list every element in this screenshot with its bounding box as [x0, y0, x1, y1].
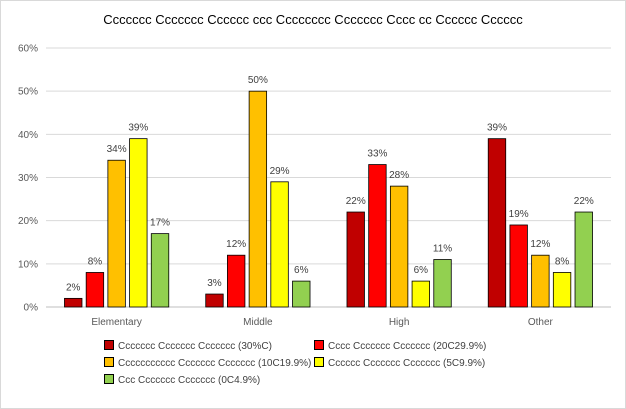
data-label: 39%: [487, 123, 507, 134]
bar: [292, 280, 311, 308]
legend-item: Cccc Ccccccc Ccccccc (20C29.9%): [314, 339, 486, 355]
y-tick-label: 20%: [18, 216, 38, 227]
legend-label: Cccc Ccccccc Ccccccc (20C29.9%): [328, 341, 487, 352]
x-tick-label: Middle: [243, 317, 273, 328]
legend-item: Ccccccc Ccccccc Ccccccc (30%C): [104, 339, 272, 355]
bar: [129, 138, 148, 308]
data-label: 29%: [270, 166, 290, 177]
bar: [574, 211, 593, 308]
bar: [107, 159, 126, 308]
bar: [248, 90, 268, 308]
data-label: 12%: [226, 239, 246, 250]
data-label: 34%: [107, 144, 127, 155]
bar: [368, 164, 387, 308]
bar: [411, 280, 430, 308]
legend-label: Cccccc Ccccccc Ccccccc (5C9.9%): [328, 358, 486, 369]
data-label: 28%: [389, 170, 409, 181]
data-label: 22%: [346, 196, 366, 207]
bar: [531, 254, 550, 308]
bar: [270, 181, 289, 308]
bar: [227, 254, 246, 308]
y-tick-label: 60%: [18, 44, 38, 55]
data-label: 33%: [367, 149, 387, 160]
y-tick-label: 30%: [18, 173, 38, 184]
legend-item: Ccccccccccc Ccccccc Ccccccc (10C19.9%): [104, 356, 311, 372]
data-label: 2%: [66, 282, 81, 293]
x-tick-label: Elementary: [91, 317, 142, 328]
y-tick-label: 10%: [18, 259, 38, 270]
legend-item: Cccccc Ccccccc Ccccccc (5C9.9%): [314, 356, 485, 372]
data-label: 17%: [150, 218, 170, 229]
data-label: 39%: [128, 123, 148, 134]
data-label: 50%: [248, 75, 268, 86]
data-label: 11%: [433, 244, 452, 255]
bar: [150, 233, 170, 308]
legend-label: Ccccccc Ccccccc Ccccccc (30%C): [118, 341, 272, 352]
bar: [205, 293, 224, 308]
legend-swatch: [104, 374, 114, 384]
bar: [552, 272, 572, 308]
bar: [509, 224, 528, 308]
chart-title: Ccccccc Ccccccc Cccccc ccc Cccccccc Cccc…: [103, 12, 523, 27]
data-label: 12%: [530, 239, 550, 250]
legend-label: Ccc Ccccccc Ccccccc (0C4.9%): [118, 375, 261, 386]
data-label: 22%: [574, 196, 594, 207]
y-tick-label: 0%: [24, 303, 39, 314]
x-tick-label: Other: [528, 317, 554, 328]
legend-swatch: [314, 340, 324, 350]
bar: [433, 259, 452, 308]
bar: [487, 138, 507, 308]
legend-swatch: [104, 340, 114, 350]
data-label: 8%: [88, 256, 103, 267]
data-label: 8%: [555, 256, 570, 267]
x-tick-label: High: [389, 317, 410, 328]
y-tick-label: 40%: [18, 130, 38, 141]
data-label: 6%: [414, 265, 429, 276]
y-tick-label: 50%: [18, 87, 38, 98]
bar: [85, 272, 105, 308]
data-label: 3%: [207, 278, 222, 289]
legend-item: Ccc Ccccccc Ccccccc (0C4.9%): [104, 373, 260, 389]
bar: [64, 297, 83, 308]
legend-swatch: [314, 357, 324, 367]
data-label: 6%: [294, 265, 309, 276]
bar: [389, 185, 409, 308]
legend-swatch: [104, 357, 114, 367]
legend-label: Ccccccccccc Ccccccc Ccccccc (10C19.9%): [118, 358, 312, 369]
data-label: 19%: [509, 209, 529, 220]
bar: [346, 211, 365, 308]
